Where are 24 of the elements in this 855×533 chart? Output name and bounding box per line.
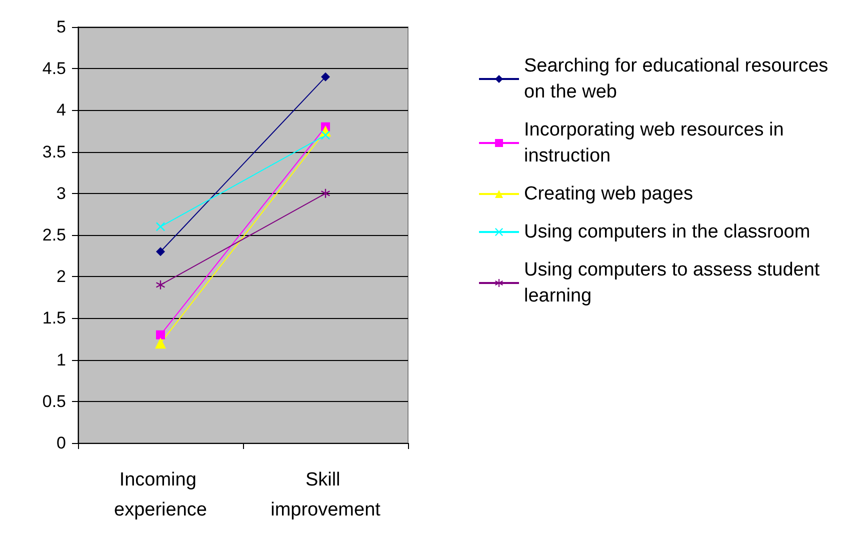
point: [156, 222, 165, 232]
y-tick-label: 3: [56, 184, 66, 203]
y-tick-label: 4: [56, 100, 66, 120]
y-tick-label: 2: [56, 267, 66, 286]
y-tick-label: 5: [56, 18, 66, 36]
legend-label: Searching for educational resources on the web: [524, 56, 834, 102]
legend-label: Incorporating web resources in instruction: [524, 120, 790, 166]
point: [156, 330, 165, 340]
x-tick-label: Skill improvement: [270, 470, 382, 520]
point: [321, 72, 330, 82]
y-tick-label: 0: [56, 434, 66, 452]
y-tick-label: 1.5: [42, 308, 66, 328]
point: [156, 247, 165, 256]
y-tick-label: 1: [56, 350, 66, 370]
x-tick-label: Incoming experience: [114, 470, 207, 520]
legend-label: Creating web pages: [524, 184, 693, 204]
y-tick-label: 3.5: [42, 142, 66, 162]
y-tick-label: 4.5: [42, 59, 66, 78]
legend-label: Using computers in the classroom: [524, 222, 810, 242]
legend-label: Using computers to assess student learning: [524, 260, 825, 306]
y-tick-label: 0.5: [42, 392, 66, 411]
y-tick-label: 2.5: [42, 226, 66, 244]
point: [156, 280, 165, 290]
point: [321, 188, 330, 198]
